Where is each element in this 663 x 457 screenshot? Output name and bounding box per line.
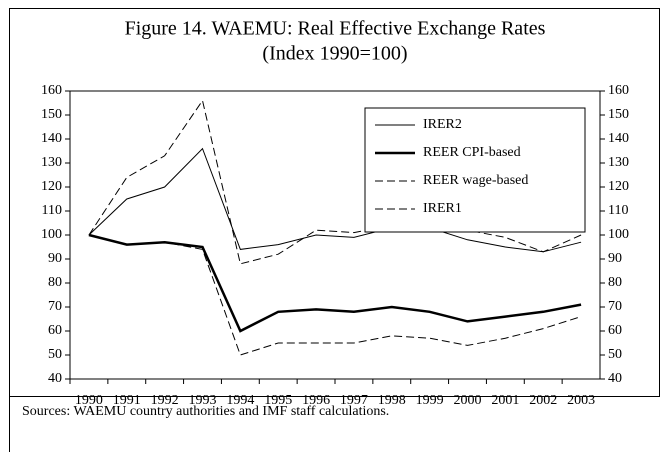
chart-frame	[9, 8, 660, 397]
y2-tick-label: 80	[608, 275, 622, 290]
y2-tick-label: 150	[608, 107, 629, 122]
y2-tick-label: 130	[608, 155, 629, 170]
x-tick-label: 1992	[151, 393, 179, 408]
y-tick-label: 160	[41, 83, 62, 98]
y2-tick-label: 110	[608, 203, 628, 218]
legend-label: REER wage-based	[423, 173, 528, 188]
y2-tick-label: 120	[608, 179, 629, 194]
y2-tick-label: 100	[608, 227, 629, 242]
y-tick-label: 60	[48, 323, 62, 338]
y2-tick-label: 160	[608, 83, 629, 98]
y-tick-label: 130	[41, 155, 62, 170]
x-tick-label: 1995	[264, 393, 292, 408]
y2-tick-label: 50	[608, 347, 622, 362]
y-tick-label: 110	[42, 203, 62, 218]
x-tick-label: 2003	[567, 393, 595, 408]
x-tick-label: 1991	[113, 393, 141, 408]
series-line	[88, 99, 582, 265]
x-tick-label: 1997	[340, 393, 368, 408]
legend-label: IRER1	[423, 201, 462, 216]
x-tick-label: 1994	[226, 393, 254, 408]
legend-label: IRER2	[423, 117, 462, 132]
x-tick-label: 1990	[75, 393, 103, 408]
legend-label: REER CPI-based	[423, 145, 521, 160]
y2-tick-label: 40	[608, 371, 622, 386]
x-tick-label: 1996	[302, 393, 330, 408]
series-line	[88, 233, 582, 333]
y-tick-label: 90	[48, 251, 62, 266]
x-tick-label: 2002	[529, 393, 557, 408]
source-note: Sources: WAEMU country authorities and I…	[22, 404, 389, 419]
y-tick-label: 50	[48, 347, 62, 362]
x-tick-label: 1999	[416, 393, 444, 408]
y-tick-label: 120	[41, 179, 62, 194]
y-tick-label: 140	[41, 131, 62, 146]
y2-tick-label: 140	[608, 131, 629, 146]
chart-title: Figure 14. WAEMU: Real Effective Exchang…	[125, 18, 546, 40]
y2-tick-label: 90	[608, 251, 622, 266]
y2-tick-label: 70	[608, 299, 622, 314]
legend-box	[364, 107, 586, 233]
y-tick-label: 70	[48, 299, 62, 314]
x-tick-label: 1993	[189, 393, 217, 408]
x-tick-label: 2000	[454, 393, 482, 408]
y-tick-label: 40	[48, 371, 62, 386]
series-line	[88, 234, 582, 356]
y-tick-label: 100	[41, 227, 62, 242]
x-tick-label: 2001	[491, 393, 519, 408]
series-line	[88, 147, 582, 253]
chart-subtitle: (Index 1990=100)	[262, 43, 407, 65]
x-tick-label: 1998	[378, 393, 406, 408]
y-tick-label: 150	[41, 107, 62, 122]
y-tick-label: 80	[48, 275, 62, 290]
y2-tick-label: 60	[608, 323, 622, 338]
